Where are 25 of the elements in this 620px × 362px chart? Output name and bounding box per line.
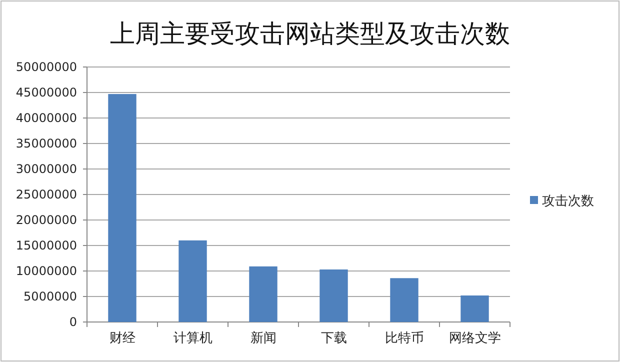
bar bbox=[390, 278, 418, 322]
x-tick-label: 比特币 bbox=[384, 331, 424, 346]
y-tick-label: 0 bbox=[69, 315, 77, 329]
x-tick-label: 下载 bbox=[320, 331, 347, 346]
y-tick-label: 50000000 bbox=[16, 60, 77, 74]
x-tick-label: 新闻 bbox=[250, 331, 276, 346]
bar bbox=[320, 269, 348, 322]
bar bbox=[108, 94, 136, 322]
y-tick-label: 10000000 bbox=[16, 264, 77, 278]
y-tick-label: 45000000 bbox=[16, 86, 77, 100]
y-tick-label: 20000000 bbox=[16, 213, 77, 227]
y-tick-label: 25000000 bbox=[16, 188, 77, 202]
x-tick-label: 计算机 bbox=[173, 331, 212, 346]
x-tick-label: 网络文学 bbox=[448, 331, 501, 346]
bar bbox=[249, 266, 278, 322]
y-tick-label: 30000000 bbox=[16, 162, 77, 176]
legend-label: 攻击次数 bbox=[542, 194, 594, 209]
y-tick-label: 35000000 bbox=[16, 136, 77, 150]
y-tick-label: 15000000 bbox=[16, 238, 77, 252]
y-tick-label: 5000000 bbox=[24, 290, 77, 304]
bar bbox=[460, 295, 489, 322]
bar bbox=[178, 240, 207, 322]
x-tick-label: 财经 bbox=[109, 331, 136, 346]
chart-title: 上周主要受攻击网站类型及攻击次数 bbox=[110, 19, 510, 48]
y-tick-label: 40000000 bbox=[16, 111, 77, 125]
